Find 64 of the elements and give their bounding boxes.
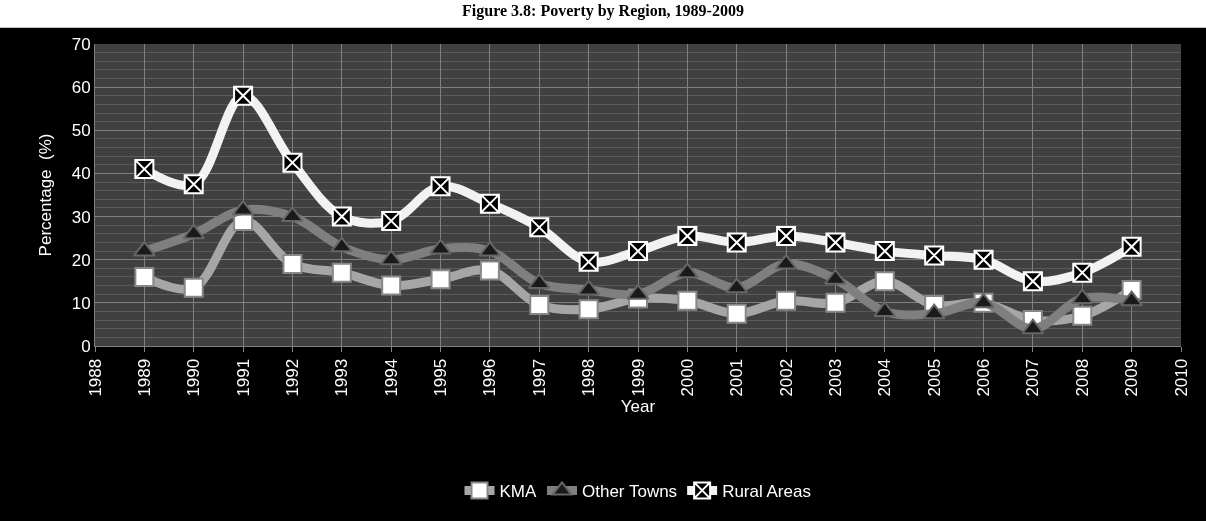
y-tick-label: 70 bbox=[71, 34, 91, 54]
chart-title: Figure 3.8: Poverty by Region, 1989-2009 bbox=[462, 2, 744, 21]
point bbox=[529, 295, 550, 316]
point bbox=[922, 303, 946, 320]
point bbox=[281, 206, 304, 223]
point bbox=[331, 262, 352, 283]
point bbox=[578, 299, 599, 320]
point bbox=[1021, 318, 1045, 335]
point bbox=[726, 303, 747, 324]
x-tick-label: 1997 bbox=[529, 358, 549, 397]
point bbox=[1070, 288, 1094, 305]
x-tick-label: 2001 bbox=[727, 358, 747, 397]
legend-label: Rural Areas bbox=[722, 482, 811, 502]
y-tick-label: 20 bbox=[71, 250, 91, 270]
x-tick-label: 1992 bbox=[282, 358, 302, 397]
y-tick-label: 40 bbox=[71, 164, 91, 184]
y-tick-label: 10 bbox=[71, 293, 91, 313]
x-tick-label: 1995 bbox=[431, 358, 451, 397]
x-tick-label: 1996 bbox=[480, 358, 500, 397]
x-tick-label: 1989 bbox=[134, 358, 154, 397]
x-tick-label: 2006 bbox=[974, 358, 994, 397]
point bbox=[479, 260, 500, 281]
point bbox=[675, 262, 699, 279]
x-tick-label: 2009 bbox=[1122, 358, 1142, 397]
x-axis-title: Year bbox=[620, 396, 656, 416]
point bbox=[381, 275, 402, 296]
x-tick-label: 1991 bbox=[233, 358, 253, 397]
y-tick-label: 50 bbox=[71, 121, 91, 141]
y-axis-title: Percentage (%) bbox=[36, 133, 56, 257]
x-tick-label: 2010 bbox=[1171, 358, 1191, 397]
legend-label: KMA bbox=[499, 482, 537, 502]
point bbox=[430, 269, 451, 290]
point bbox=[776, 290, 797, 311]
x-tick-label: 2003 bbox=[825, 358, 845, 397]
point bbox=[330, 236, 354, 253]
y-tick-label: 0 bbox=[81, 336, 91, 356]
point bbox=[282, 254, 303, 275]
y-tick-label: 30 bbox=[71, 207, 91, 227]
point bbox=[134, 266, 155, 287]
point bbox=[874, 271, 895, 292]
point bbox=[677, 290, 698, 311]
x-tick-label: 2000 bbox=[677, 358, 697, 397]
x-tick-label: 1988 bbox=[85, 358, 105, 397]
point bbox=[379, 249, 403, 266]
point bbox=[182, 223, 206, 240]
x-tick-label: 1998 bbox=[579, 358, 599, 397]
x-tick-label: 1994 bbox=[381, 358, 401, 397]
point bbox=[1072, 305, 1093, 326]
x-tick-label: 2008 bbox=[1072, 358, 1092, 397]
x-tick-label: 1990 bbox=[184, 358, 204, 397]
point bbox=[825, 292, 846, 313]
y-tick-label: 60 bbox=[71, 78, 91, 98]
x-tick-label: 1999 bbox=[628, 358, 648, 397]
point bbox=[1120, 290, 1144, 307]
x-tick-label: 2004 bbox=[875, 358, 895, 397]
point bbox=[577, 279, 601, 296]
point bbox=[183, 277, 204, 298]
x-tick-label: 2005 bbox=[924, 358, 944, 397]
x-tick-label: 2002 bbox=[776, 358, 796, 397]
x-tick-label: 2007 bbox=[1023, 358, 1043, 397]
point bbox=[429, 238, 452, 255]
x-tick-label: 1993 bbox=[332, 358, 352, 397]
legend-label: Other Towns bbox=[582, 482, 678, 502]
point bbox=[725, 277, 749, 294]
